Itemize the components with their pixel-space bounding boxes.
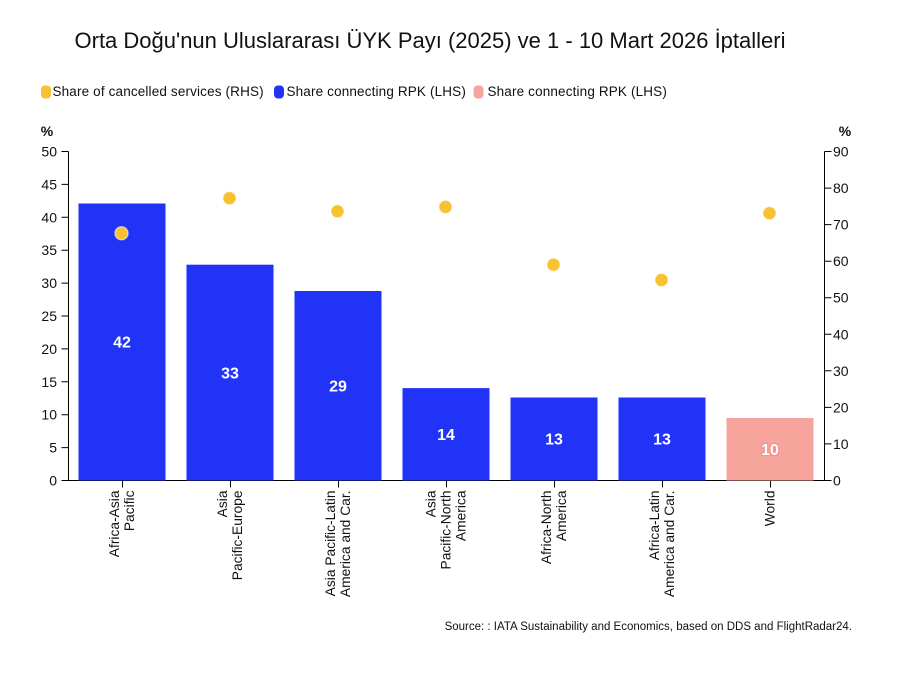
- svg-text:%: %: [839, 123, 852, 139]
- svg-text:33: 33: [221, 365, 239, 382]
- svg-text:13: 13: [653, 432, 671, 449]
- svg-text:Share of cancelled services (R: Share of cancelled services (RHS): [53, 84, 264, 99]
- svg-text:Asia: Asia: [215, 490, 230, 517]
- svg-text:45: 45: [41, 176, 57, 192]
- svg-text:10: 10: [761, 442, 779, 459]
- svg-text:Pacific-North: Pacific-North: [439, 491, 454, 570]
- svg-text:Africa-Asia: Africa-Asia: [107, 490, 122, 557]
- svg-text:Asia Pacific-Latin: Asia Pacific-Latin: [323, 491, 338, 597]
- svg-text:America: America: [554, 490, 569, 541]
- svg-text:5: 5: [49, 440, 57, 456]
- svg-text:Asia: Asia: [424, 490, 439, 517]
- svg-text:20: 20: [833, 399, 849, 415]
- svg-text:14: 14: [437, 427, 455, 444]
- svg-text:15: 15: [41, 374, 57, 390]
- svg-text:90: 90: [833, 144, 849, 160]
- svg-text:60: 60: [833, 253, 849, 269]
- svg-text:World: World: [763, 491, 778, 527]
- svg-text:Orta Doğu'nun Uluslararası ÜYK: Orta Doğu'nun Uluslararası ÜYK Payı (202…: [75, 28, 786, 53]
- svg-text:Source: : IATA Sustainability: Source: : IATA Sustainability and Econom…: [445, 621, 852, 633]
- svg-text:America and Car.: America and Car.: [338, 491, 353, 598]
- svg-text:42: 42: [113, 335, 131, 352]
- svg-text:80: 80: [833, 180, 849, 196]
- svg-text:0: 0: [833, 473, 841, 489]
- svg-text:30: 30: [41, 275, 57, 291]
- svg-text:40: 40: [41, 209, 57, 225]
- svg-text:America and Car.: America and Car.: [662, 491, 677, 598]
- svg-text:40: 40: [833, 326, 849, 342]
- svg-text:America: America: [454, 490, 469, 541]
- svg-text:%: %: [41, 123, 54, 139]
- svg-text:Pacific-Europe: Pacific-Europe: [230, 490, 245, 580]
- svg-text:Share connecting RPK (LHS): Share connecting RPK (LHS): [287, 84, 467, 99]
- svg-text:50: 50: [833, 290, 849, 306]
- svg-text:50: 50: [41, 144, 57, 160]
- svg-text:25: 25: [41, 308, 57, 324]
- svg-text:29: 29: [329, 378, 347, 395]
- svg-text:Share connecting RPK (LHS): Share connecting RPK (LHS): [488, 84, 668, 99]
- svg-text:30: 30: [833, 363, 849, 379]
- svg-text:13: 13: [545, 432, 563, 449]
- svg-text:Africa-North: Africa-North: [539, 491, 554, 565]
- svg-text:Pacific: Pacific: [122, 490, 137, 531]
- svg-text:70: 70: [833, 217, 849, 233]
- svg-text:20: 20: [41, 341, 57, 357]
- svg-text:35: 35: [41, 242, 57, 258]
- svg-text:10: 10: [41, 407, 57, 423]
- svg-text:0: 0: [49, 473, 57, 489]
- svg-text:10: 10: [833, 436, 849, 452]
- svg-text:Africa-Latin: Africa-Latin: [647, 491, 662, 561]
